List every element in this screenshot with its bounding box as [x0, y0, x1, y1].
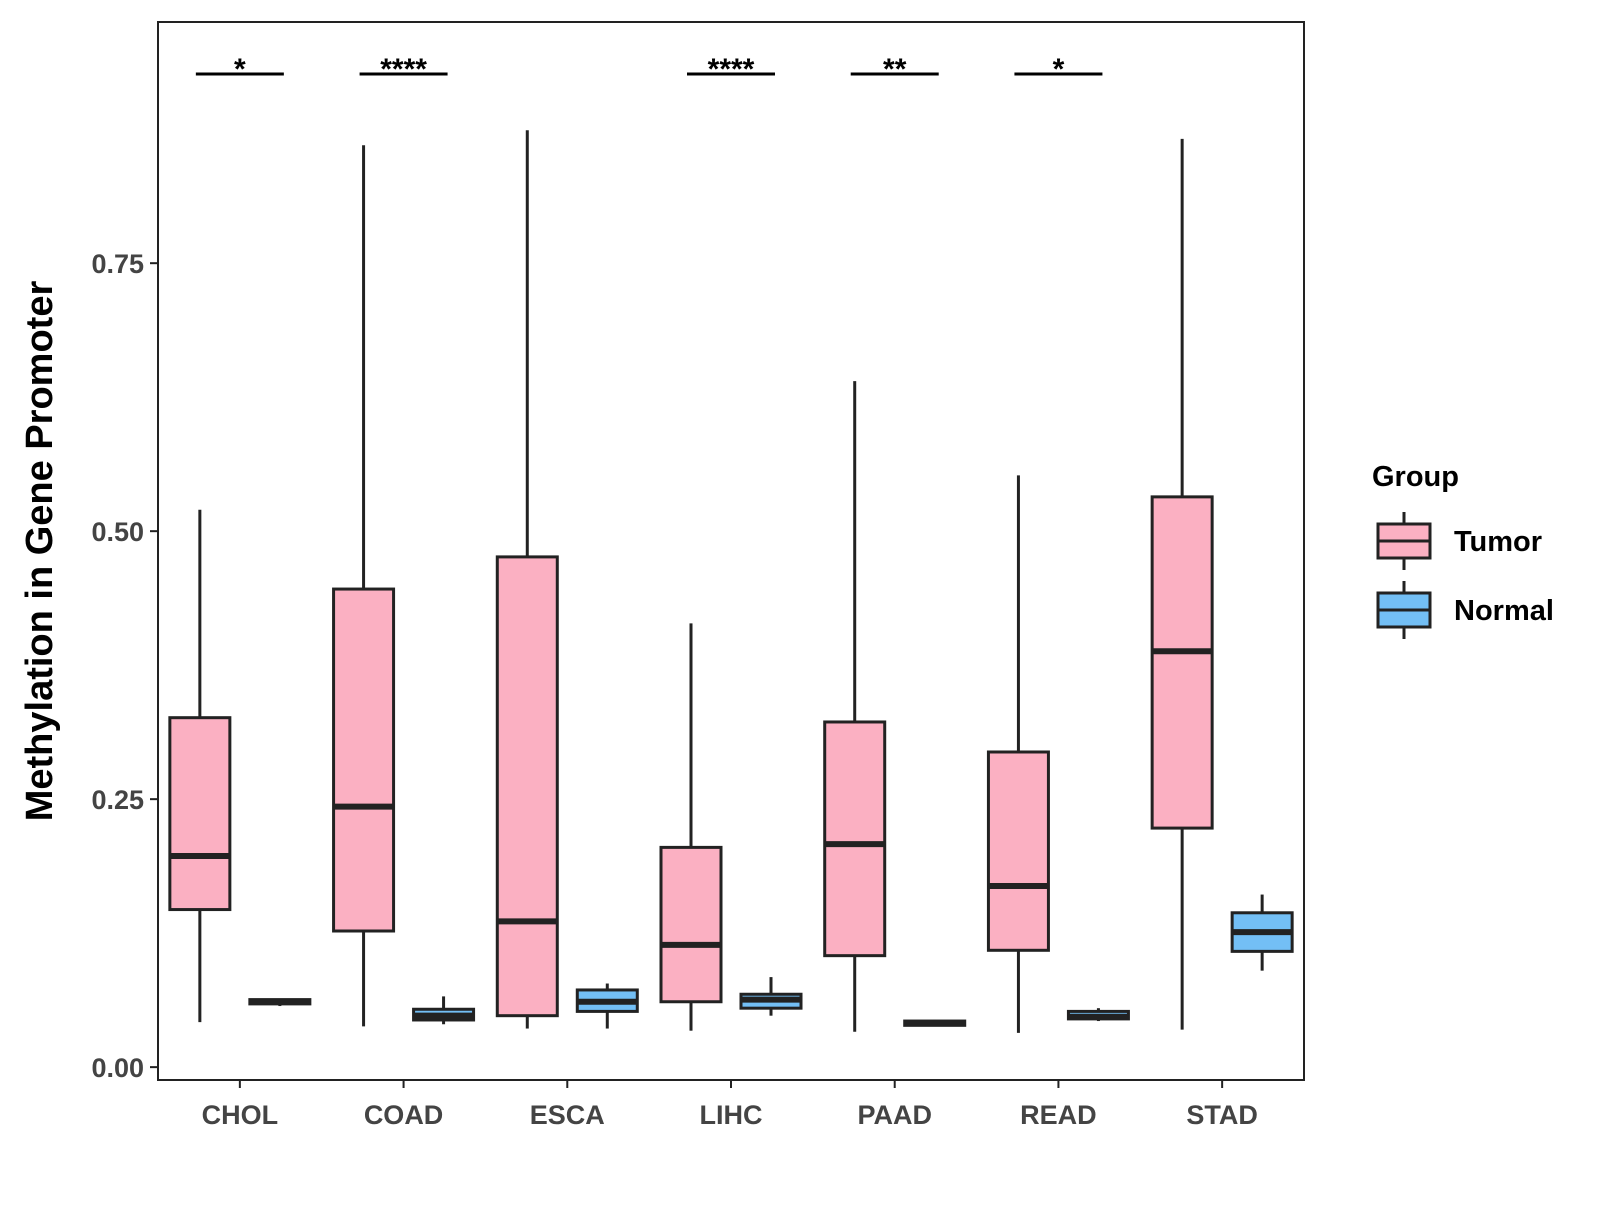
- legend-title: Group: [1372, 461, 1459, 493]
- box-body: [823, 720, 887, 958]
- box-normal-esca: [575, 983, 639, 1029]
- box-tumor-read: [986, 475, 1050, 1033]
- significance-chol: *: [195, 53, 284, 86]
- significance-label: ****: [380, 53, 427, 86]
- significance-lihc: ****: [687, 53, 775, 86]
- box-normal-chol: [248, 998, 312, 1007]
- box-body: [1150, 495, 1214, 830]
- legend-item-normal: Normal: [1376, 581, 1554, 639]
- box-body: [495, 555, 559, 1018]
- x-tick-label: READ: [1020, 1100, 1097, 1130]
- box-normal-lihc: [739, 977, 803, 1016]
- y-axis-title: Methylation in Gene Promoter: [19, 281, 61, 822]
- box-tumor-stad: [1150, 138, 1214, 1030]
- box-body: [168, 716, 232, 912]
- box-normal-read: [1066, 1008, 1130, 1022]
- x-tick-label: STAD: [1186, 1100, 1258, 1130]
- x-tick-label: COAD: [364, 1100, 444, 1130]
- significance-label: *: [1053, 53, 1065, 86]
- box-tumor-paad: [823, 381, 887, 1032]
- box-body: [332, 587, 396, 933]
- significance-label: **: [883, 53, 907, 86]
- box-tumor-lihc: [659, 623, 723, 1031]
- axes: 0.00 0.25 0.50 0.75 CHOL COAD ESCA LIHC PAAD READ…: [91, 249, 1257, 1130]
- significance-annotations: * **** **** ** *: [195, 53, 1103, 86]
- x-tick-label: ESCA: [530, 1100, 605, 1130]
- y-tick-label: 0.25: [91, 785, 144, 815]
- box-tumor-coad: [332, 145, 396, 1027]
- significance-label: *: [234, 53, 246, 86]
- box-body: [659, 845, 723, 1004]
- legend: Group Tumor Normal: [1372, 461, 1554, 639]
- box-normal-stad: [1230, 894, 1294, 971]
- significance-coad: ****: [359, 53, 448, 86]
- x-tick-label: CHOL: [202, 1100, 279, 1130]
- legend-item-tumor: Tumor: [1376, 512, 1542, 570]
- box-normal-paad: [903, 1019, 967, 1027]
- significance-read: *: [1014, 53, 1103, 86]
- box-tumor-esca: [495, 130, 559, 1029]
- box-body: [986, 750, 1050, 952]
- legend-label: Tumor: [1454, 526, 1542, 558]
- x-tick-label: LIHC: [700, 1100, 763, 1130]
- plot-marks: [168, 130, 1294, 1033]
- legend-label: Normal: [1454, 595, 1554, 627]
- y-tick-label: 0.00: [91, 1053, 144, 1083]
- x-tick-label: PAAD: [857, 1100, 932, 1130]
- y-tick-label: 0.50: [91, 517, 144, 547]
- box-normal-coad: [412, 996, 476, 1025]
- box-tumor-chol: [168, 509, 232, 1023]
- significance-paad: **: [850, 53, 939, 86]
- significance-label: ****: [708, 53, 755, 86]
- y-tick-label: 0.75: [91, 249, 144, 279]
